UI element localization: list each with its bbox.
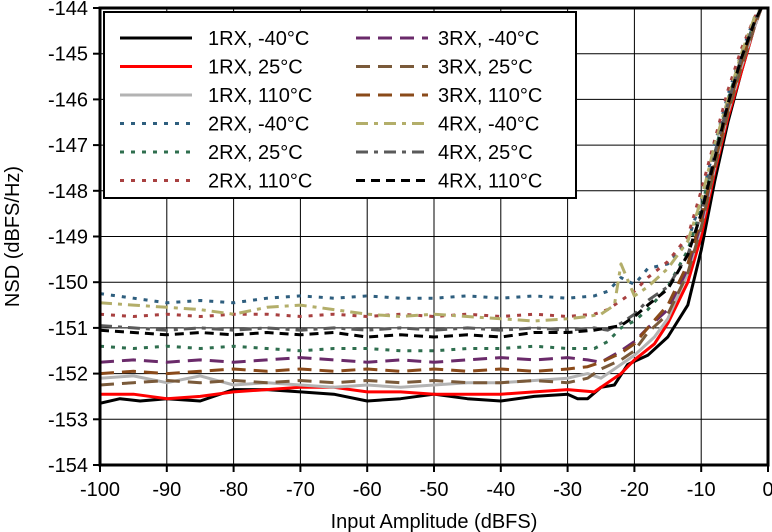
series-line-12 xyxy=(100,8,763,339)
legend-label: 4RX, 110°C xyxy=(438,171,542,193)
x-tick-label: -20 xyxy=(620,479,649,501)
y-tick-label: -153 xyxy=(48,409,88,431)
x-tick-label: -40 xyxy=(486,479,515,501)
x-tick-label: 0 xyxy=(762,479,772,501)
x-tick-label: -100 xyxy=(80,479,120,501)
x-tick-label: -70 xyxy=(286,479,315,501)
legend-label: 1RX, 110°C xyxy=(208,85,312,107)
legend-label: 3RX, -40°C xyxy=(438,28,539,50)
legend-label: 2RX, 25°C xyxy=(208,142,303,164)
x-tick-label: -60 xyxy=(353,479,382,501)
legend-box xyxy=(103,11,577,199)
x-tick-label: -90 xyxy=(152,479,181,501)
legend-label: 1RX, -40°C xyxy=(208,28,309,50)
y-tick-label: -148 xyxy=(48,181,88,203)
y-tick-label: -150 xyxy=(48,272,88,294)
y-tick-label: -152 xyxy=(48,364,88,386)
legend-label: 4RX, -40°C xyxy=(438,114,539,136)
series-line-9 xyxy=(100,8,763,376)
series-line-4 xyxy=(100,8,763,305)
x-axis-label: Input Amplitude (dBFS) xyxy=(331,511,538,532)
legend-label: 2RX, -40°C xyxy=(208,114,309,136)
y-tick-label: -147 xyxy=(48,135,88,157)
x-tick-label: -80 xyxy=(219,479,248,501)
legend-label: 3RX, 110°C xyxy=(438,85,542,107)
series-line-6 xyxy=(100,8,763,318)
x-tick-label: -30 xyxy=(553,479,582,501)
series-layer xyxy=(100,8,763,405)
y-axis-label: NSD (dBFS/Hz) xyxy=(2,166,24,307)
x-tick-label: -50 xyxy=(420,479,449,501)
series-line-2 xyxy=(100,8,763,401)
series-line-10 xyxy=(100,8,763,323)
legend-label: 4RX, 25°C xyxy=(438,142,533,164)
y-tick-label: -145 xyxy=(48,44,88,66)
y-tick-label: -146 xyxy=(48,89,88,111)
legend-label: 3RX, 25°C xyxy=(438,57,533,79)
x-tick-label: -10 xyxy=(687,479,716,501)
y-tick-label: -151 xyxy=(48,318,88,340)
legend: 1RX, -40°C 1RX, 25°C 1RX, 110°C 2RX, -40°C 2… xyxy=(103,11,577,199)
axis-ticks: -100 -90 -80 -70 -60 -50 -40 -30 -20 -10 0-144-145… xyxy=(48,0,772,501)
series-line-8 xyxy=(100,8,763,387)
legend-label: 1RX, 25°C xyxy=(208,57,303,79)
y-tick-label: -144 xyxy=(48,0,88,20)
series-line-11 xyxy=(100,8,763,332)
y-tick-label: -149 xyxy=(48,227,88,249)
y-tick-label: -154 xyxy=(48,455,88,477)
legend-label: 2RX, 110°C xyxy=(208,171,312,193)
